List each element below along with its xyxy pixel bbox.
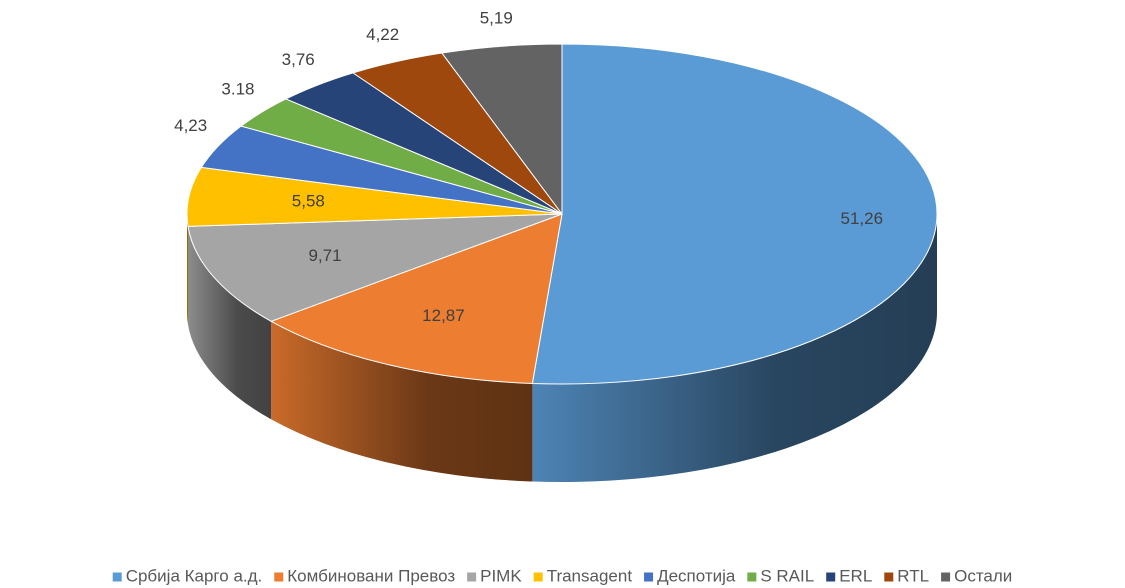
legend-swatch bbox=[274, 572, 284, 582]
data-label: 3,76 bbox=[282, 50, 315, 69]
data-label: 12,87 bbox=[422, 306, 465, 325]
slice bbox=[269, 213, 563, 384]
legend-swatch bbox=[747, 572, 757, 582]
data-label: 5,19 bbox=[480, 8, 513, 27]
legend-swatch bbox=[941, 572, 951, 582]
legend-swatch bbox=[884, 572, 894, 582]
legend-swatch bbox=[644, 572, 654, 582]
slice bbox=[531, 43, 938, 385]
data-label: 9,71 bbox=[308, 246, 341, 265]
legend-label: ERL bbox=[839, 566, 872, 585]
slice-side-shade bbox=[532, 214, 937, 482]
legend-label: Остали bbox=[954, 566, 1012, 585]
slice-side-shade bbox=[271, 321, 533, 482]
legend-label: Деспотија bbox=[657, 566, 736, 585]
legend-label: PIMK bbox=[480, 566, 522, 585]
legend-swatch bbox=[467, 572, 477, 582]
legend-swatch bbox=[112, 572, 122, 582]
slice bbox=[187, 213, 563, 322]
slice-side-shade bbox=[187, 214, 188, 325]
data-label: 4,22 bbox=[366, 25, 399, 44]
slice bbox=[186, 166, 563, 227]
legend: Србија Карго а.д. Комбиновани Превоз PIMK T… bbox=[112, 566, 1012, 585]
data-label: 5,58 bbox=[292, 192, 325, 211]
data-label: 3.18 bbox=[221, 79, 254, 98]
data-label: 51,26 bbox=[840, 209, 883, 228]
legend-label: Transagent bbox=[547, 566, 633, 585]
legend-label: Србија Карго а.д. bbox=[126, 566, 263, 585]
legend-swatch bbox=[533, 572, 543, 582]
legend-label: S RAIL bbox=[760, 566, 814, 585]
slice bbox=[440, 43, 563, 216]
slice-side-shade bbox=[187, 226, 272, 420]
legend-swatch bbox=[826, 572, 836, 582]
legend-label: RTL bbox=[897, 566, 929, 585]
legend-label: Комбиновани Превоз bbox=[287, 566, 455, 585]
data-label: 4,23 bbox=[174, 116, 207, 135]
